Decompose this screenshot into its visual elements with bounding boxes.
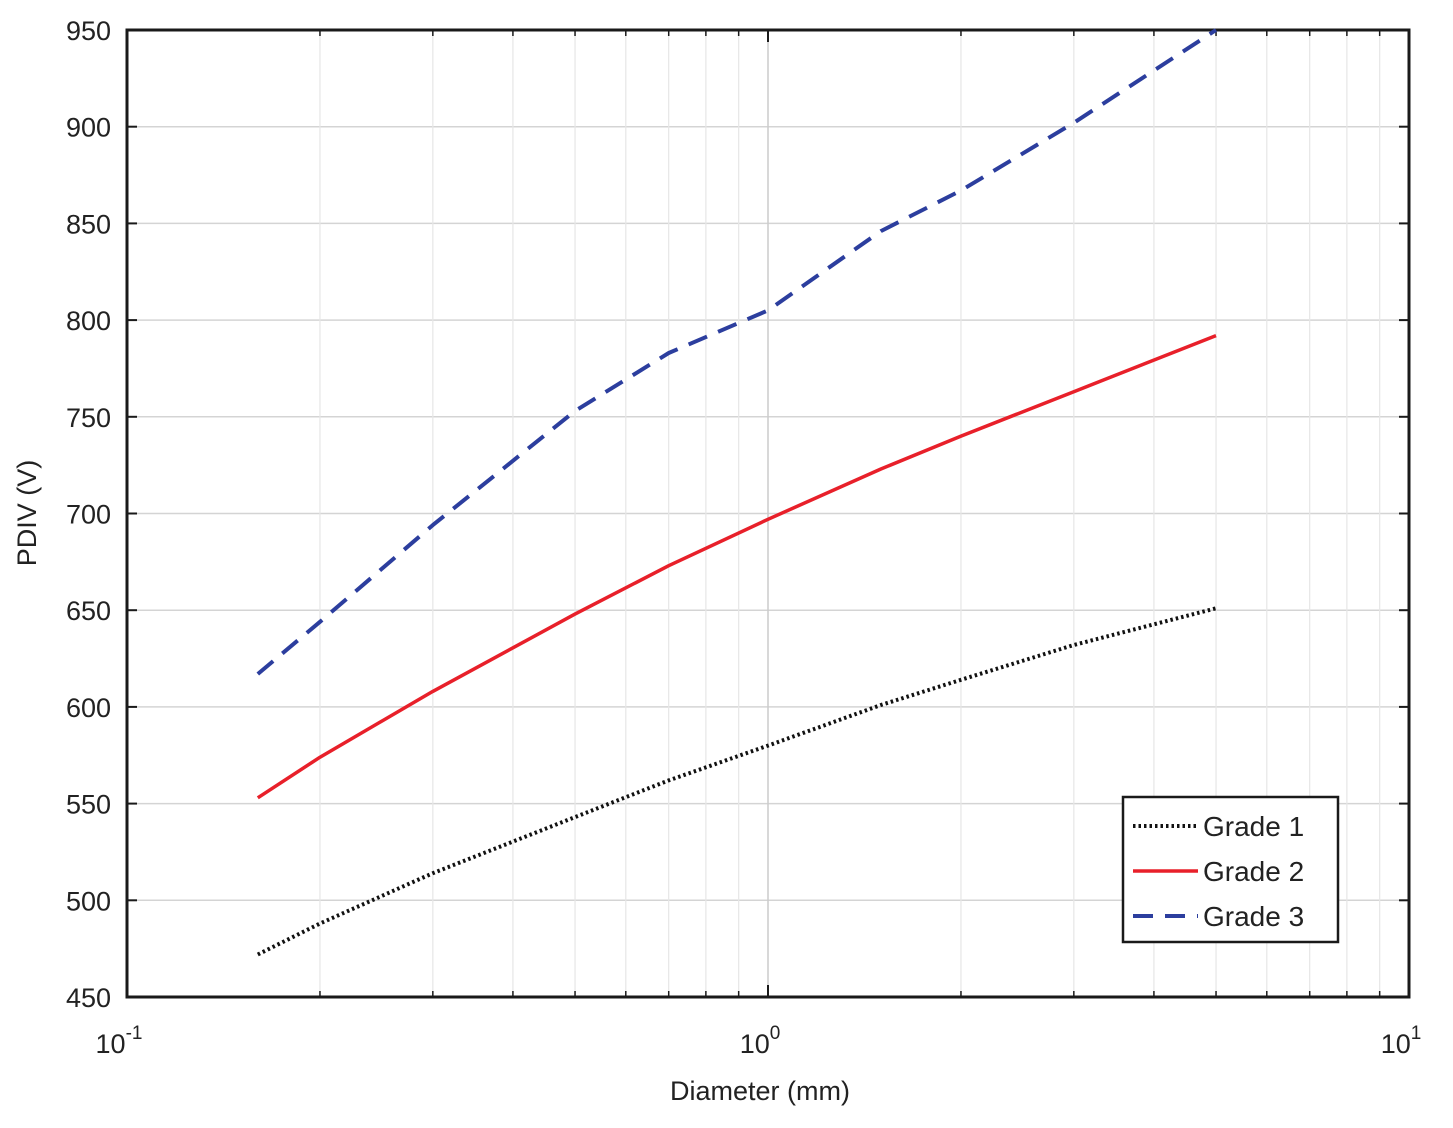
y-tick-label: 650 <box>66 596 111 626</box>
series <box>256 28 1218 957</box>
legend-label-2: Grade 2 <box>1203 856 1304 887</box>
y-tick-label: 950 <box>66 16 111 46</box>
y-tick-label: 600 <box>66 693 111 723</box>
series-line-3 <box>256 28 1218 676</box>
y-tick-label: 450 <box>66 983 111 1013</box>
legend: Grade 1 Grade 2 Grade 3 <box>1121 795 1340 944</box>
x-axis-label: Diameter (mm) <box>670 1076 850 1106</box>
x-tick-label: 101 <box>1381 1023 1422 1059</box>
legend-label-1: Grade 1 <box>1203 811 1304 842</box>
x-tick-label: 10-1 <box>96 1023 143 1059</box>
x-tick-label-base: 10 <box>1381 1029 1411 1059</box>
y-tick-label: 850 <box>66 209 111 239</box>
y-tick-label: 750 <box>66 403 111 433</box>
y-tick-label: 550 <box>66 790 111 820</box>
x-tick-label: 100 <box>740 1023 781 1059</box>
y-axis-label: PDIV (V) <box>12 460 42 567</box>
legend-items: Grade 1 Grade 2 Grade 3 <box>1133 811 1304 932</box>
x-tick-label-exponent: 0 <box>770 1023 781 1044</box>
y-tick-label: 700 <box>66 500 111 530</box>
series-line-2 <box>256 333 1217 800</box>
y-tick-label: 900 <box>66 113 111 143</box>
x-tick-label-base: 10 <box>96 1029 126 1059</box>
x-tick-label-exponent: 1 <box>1411 1023 1422 1044</box>
y-tick-label: 800 <box>66 306 111 336</box>
series-line-1 <box>256 606 1217 957</box>
x-tick-label-base: 10 <box>740 1029 770 1059</box>
x-tick-label-exponent: -1 <box>126 1023 143 1044</box>
legend-label-3: Grade 3 <box>1203 901 1304 932</box>
y-tick-label: 500 <box>66 886 111 916</box>
